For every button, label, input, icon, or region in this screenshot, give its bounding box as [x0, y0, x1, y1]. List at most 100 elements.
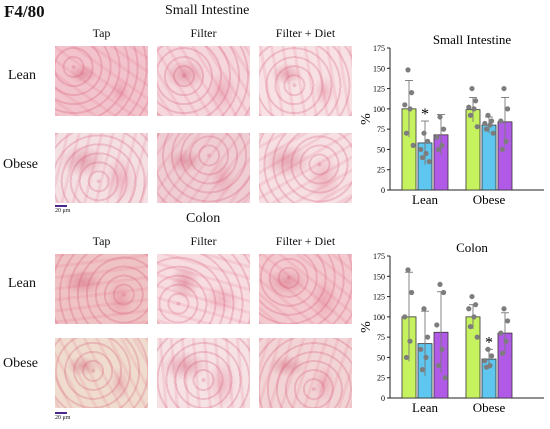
data-point [487, 122, 493, 128]
data-point [437, 281, 443, 287]
data-point [410, 142, 416, 148]
data-point [499, 350, 505, 356]
micrograph-si-obese-tap [55, 133, 148, 203]
data-point [501, 85, 507, 92]
data-point [501, 306, 507, 312]
data-point [405, 67, 411, 73]
data-point [474, 334, 480, 340]
data-point [467, 323, 473, 330]
row-lean: Lean [8, 276, 36, 291]
data-point [471, 314, 477, 320]
data-point [403, 354, 409, 361]
data-point [421, 130, 427, 136]
scale-label: 20 μm [55, 208, 71, 214]
x-category-label: Lean [412, 400, 438, 415]
data-point [421, 306, 427, 312]
y-tick-label: 125 [373, 293, 385, 302]
micrograph-colon-obese-filter-diet [259, 338, 352, 408]
colon-title: Colon [186, 211, 221, 226]
x-category-label: Lean [412, 192, 438, 207]
data-point [437, 114, 443, 120]
data-point [435, 146, 441, 153]
data-point [435, 362, 441, 369]
data-point [423, 150, 429, 157]
data-point [503, 138, 509, 144]
y-tick-label: 0 [381, 186, 385, 195]
data-point [469, 293, 475, 300]
data-point [419, 367, 425, 373]
data-point [483, 126, 489, 132]
scale-label: 20 μm [55, 415, 71, 421]
data-point [425, 138, 431, 144]
y-tick-label: 75 [377, 125, 385, 134]
small-intestine-chart: Small Intestine% 0 25 50 75 100 125 150 175 Lean O… [360, 32, 544, 207]
data-point [490, 130, 496, 136]
data-point [485, 112, 491, 118]
data-point [418, 346, 424, 352]
small-intestine-title: Small Intestine [165, 3, 250, 18]
data-point [434, 134, 440, 140]
figure-label: F4/80 [4, 2, 45, 21]
row-obese: Obese [3, 157, 38, 172]
x-category-label: Obese [473, 400, 506, 415]
y-tick-label: 75 [377, 333, 385, 342]
x-category-label: Obese [473, 192, 506, 207]
data-point [405, 267, 411, 273]
data-point [426, 159, 432, 165]
y-axis-label: % [360, 113, 374, 125]
y-tick-label: 0 [381, 394, 385, 403]
data-point [467, 112, 473, 118]
data-point [439, 142, 445, 148]
y-tick-label: 150 [373, 64, 385, 73]
colon-chart: Colon% 0 25 50 75 100 125 150 175 Lean Obese * [360, 240, 544, 415]
data-point [469, 85, 475, 92]
data-point [466, 306, 472, 312]
data-point [402, 102, 408, 108]
data-point [503, 338, 509, 344]
y-tick-label: 150 [373, 272, 385, 281]
y-tick-label: 25 [377, 374, 385, 383]
data-point [402, 314, 408, 320]
y-tick-label: 50 [377, 353, 385, 362]
data-point [407, 106, 413, 112]
data-point [442, 375, 448, 381]
data-point [483, 364, 489, 370]
data-point [439, 346, 445, 352]
column-filter: Filter [190, 234, 217, 248]
scale-bar [55, 412, 67, 414]
y-tick-label: 50 [377, 145, 385, 154]
data-point [403, 130, 409, 136]
data-point [419, 154, 425, 161]
micrograph-si-lean-tap [55, 46, 148, 116]
data-point [474, 124, 480, 130]
column-filter: Filter [190, 26, 217, 40]
data-point [498, 330, 504, 336]
data-point [423, 354, 429, 361]
micrograph-si-lean-filter-diet [259, 46, 352, 116]
data-point [498, 118, 504, 124]
row-obese: Obese [3, 356, 38, 371]
data-point [407, 338, 413, 344]
data-point [441, 126, 447, 132]
micrograph-si-obese-filter-diet [259, 133, 352, 203]
data-point [489, 353, 495, 359]
micrograph-colon-lean-tap [55, 254, 148, 324]
y-tick-label: 175 [373, 44, 385, 53]
data-point [485, 346, 491, 352]
chart-title: Small Intestine [433, 32, 512, 47]
data-point [471, 106, 477, 112]
micrograph-colon-obese-tap [55, 338, 148, 408]
data-point [473, 302, 479, 308]
data-point [441, 289, 447, 296]
significance-asterisk: * [421, 106, 429, 123]
micrograph-colon-lean-filter-diet [259, 254, 352, 324]
y-axis-label: % [360, 321, 374, 333]
micrograph-colon-obese-filter [157, 338, 250, 408]
data-point [409, 289, 415, 296]
data-point [499, 146, 505, 153]
y-tick-label: 100 [373, 313, 385, 322]
data-point [473, 98, 479, 104]
column-filter-diet: Filter + Diet [275, 26, 336, 40]
data-point [434, 322, 440, 328]
data-point [482, 358, 488, 364]
